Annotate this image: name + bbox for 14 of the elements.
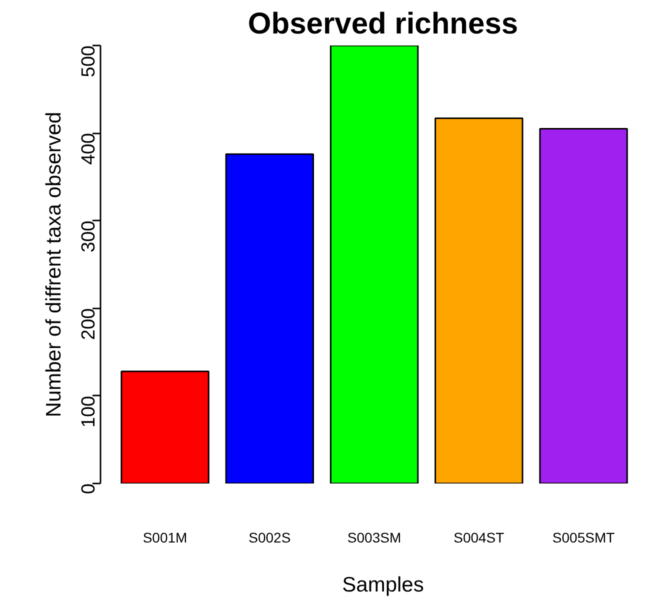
x-tick-label: S005SMT: [552, 530, 616, 546]
y-tick-label: 200: [78, 308, 100, 340]
x-tick-label: S004ST: [454, 530, 505, 546]
y-tick-label: 400: [78, 133, 100, 165]
x-tick-label: S003SM: [347, 530, 402, 546]
y-tick-label: 300: [78, 220, 100, 252]
y-tick-label: 100: [78, 396, 100, 428]
y-tick-label: 0: [78, 483, 100, 494]
x-tick-label: S002S: [248, 530, 291, 546]
y-axis-title: Number of diffrent taxa observed: [42, 112, 66, 418]
y-tick-label: 500: [78, 46, 100, 78]
x-axis-title: Samples: [342, 574, 424, 596]
x-tick-label: S001M: [142, 530, 188, 546]
chart-title: Observed richness: [248, 8, 518, 40]
